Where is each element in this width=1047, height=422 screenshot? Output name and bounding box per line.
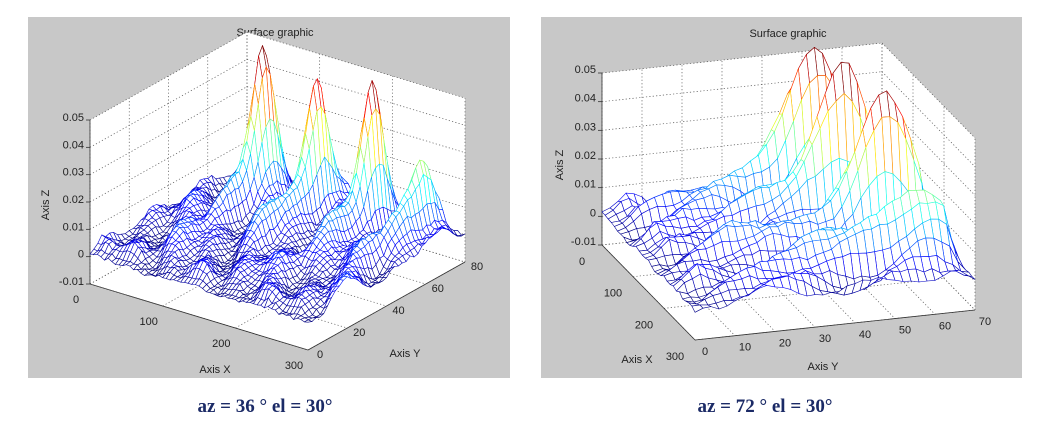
- z-tick-label: 0.05: [63, 112, 84, 124]
- surface-mesh: [89, 45, 466, 323]
- y-tick-label: 0: [317, 349, 323, 361]
- surface-plot-az36: Surface graphic Axis X Axis Y Axis Z -0.…: [28, 17, 510, 417]
- y-tick-label: 70: [979, 316, 991, 328]
- z-gridline: [89, 141, 248, 230]
- y-tick-label: 80: [471, 261, 483, 273]
- z-gridline: [601, 42, 883, 74]
- surface-mesh: [601, 47, 976, 313]
- x-tick-label: 200: [212, 338, 230, 350]
- view-caption: az = 72 ° el = 30°: [698, 396, 833, 417]
- z-gridline: [246, 113, 466, 181]
- z-axis-label: Axis Z: [554, 149, 566, 180]
- z-tick-label: 0.04: [63, 139, 84, 151]
- z-tick-label: -0.01: [59, 276, 84, 288]
- y-axis-label: Axis Y: [390, 348, 422, 360]
- z-gridline: [246, 31, 466, 99]
- y-tick-label: 40: [859, 329, 871, 341]
- y-tick-label: 20: [353, 327, 365, 339]
- z-tick-label: 0.01: [575, 179, 596, 191]
- z-tick-label: 0: [590, 207, 596, 219]
- x-tick-label: 300: [285, 360, 303, 372]
- z-gridline: [89, 113, 248, 203]
- z-axis-label: Axis Z: [40, 189, 52, 220]
- z-gridline: [89, 86, 248, 175]
- y-axis-line: [694, 309, 976, 341]
- x-axis-label: Axis X: [199, 364, 231, 376]
- x-tick-label: 300: [666, 351, 684, 363]
- x-axis-label: Axis X: [621, 354, 653, 366]
- y-tick-label: 50: [899, 325, 911, 337]
- y-tick-label: 20: [779, 337, 791, 349]
- x-tick-label: 0: [73, 294, 79, 306]
- mesh-cell: [691, 304, 704, 313]
- x-axis-line: [601, 244, 696, 341]
- y-tick-label: 40: [392, 305, 404, 317]
- plot-area: -0.01 0 0.01 0.02 0.03 0.04 0.05 0 100 200 300 0 20 4…: [59, 31, 483, 372]
- z-tick-label: 0: [78, 249, 84, 261]
- z-tick-label: 0.03: [63, 167, 84, 179]
- x-tick-label: 200: [635, 319, 653, 331]
- y-axis-line: [307, 261, 466, 351]
- z-tick-label: -0.01: [571, 236, 596, 248]
- y-axis-label: Axis Y: [808, 361, 840, 373]
- x-tick-label: 0: [579, 256, 585, 268]
- plot-title: Surface graphic: [749, 28, 827, 40]
- z-tick-label: 0.01: [63, 221, 84, 233]
- z-tick-label: 0.05: [575, 64, 596, 76]
- z-gridline: [89, 59, 248, 148]
- y-tick-label: 60: [939, 320, 951, 332]
- x-tick-label: 100: [139, 316, 157, 328]
- z-gridline: [246, 58, 466, 126]
- z-tick-label: 0.02: [63, 194, 84, 206]
- mesh-cell: [304, 319, 313, 323]
- z-gridline: [89, 31, 248, 121]
- x-gridline: [663, 277, 945, 309]
- y-tick-label: 30: [819, 333, 831, 345]
- surface-plot-az72: Surface graphic Axis X Axis Y Axis Z -0.…: [541, 17, 1022, 417]
- view-caption: az = 36 ° el = 30°: [198, 396, 333, 417]
- z-tick-label: 0.02: [575, 150, 596, 162]
- z-tick-label: 0.04: [575, 93, 596, 105]
- x-axis-line: [89, 283, 309, 351]
- z-tick-label: 0.03: [575, 121, 596, 133]
- y-tick-label: 60: [432, 283, 444, 295]
- y-tick-label: 10: [739, 342, 751, 354]
- x-tick-label: 100: [604, 288, 622, 300]
- z-gridline: [246, 140, 466, 208]
- z-gridline: [246, 86, 466, 154]
- plot-area: -0.01 0 0.01 0.02 0.03 0.04 0.05 0 100 200 300 0 10 2…: [571, 42, 991, 363]
- y-tick-label: 0: [702, 346, 708, 358]
